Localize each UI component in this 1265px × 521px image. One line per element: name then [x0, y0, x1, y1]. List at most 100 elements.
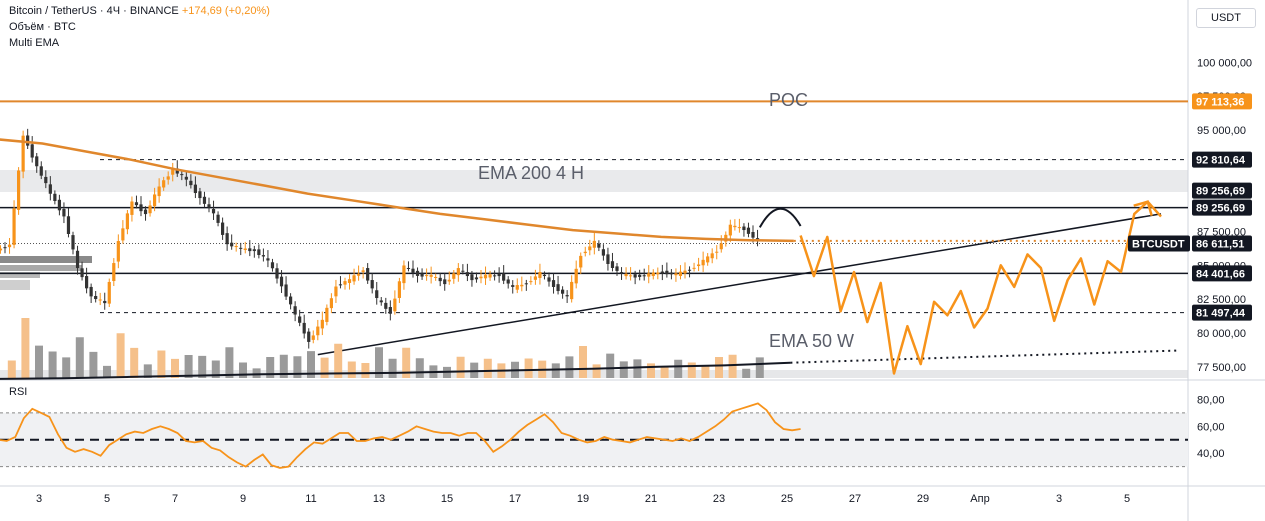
- volume-bar: [143, 364, 152, 378]
- level-price-tag: [1192, 265, 1252, 282]
- candle-body: [470, 274, 474, 281]
- candle-body: [311, 335, 315, 340]
- price-tick-label: 87 500,00: [1197, 226, 1246, 238]
- candle-body: [551, 280, 556, 287]
- candle-body: [728, 224, 732, 236]
- volume-bar: [48, 351, 57, 378]
- level-price-tag-text: 81 497,44: [1196, 308, 1246, 320]
- candle-body: [715, 251, 719, 253]
- candle-body: [742, 226, 746, 231]
- rsi-tick-label: 40,00: [1197, 448, 1225, 460]
- rising-trendline: [317, 213, 1162, 356]
- time-tick-label: 19: [577, 493, 589, 505]
- candle-body: [26, 135, 30, 146]
- candle-body: [103, 300, 107, 304]
- candle-body: [94, 295, 98, 300]
- candle-body: [17, 170, 21, 210]
- candle-body: [733, 225, 737, 228]
- candle-body: [497, 273, 501, 277]
- indicator-legend: Multi EMA: [9, 37, 60, 49]
- candle-body: [678, 271, 683, 276]
- level-price-tag: [1192, 93, 1252, 110]
- candle-body: [121, 228, 125, 241]
- volume-bar: [402, 347, 411, 378]
- price-tick-label: 82 500,00: [1197, 294, 1246, 306]
- volume-bar: [579, 346, 587, 378]
- candle-body: [184, 176, 188, 180]
- candle-body: [724, 234, 728, 242]
- candle-body: [610, 261, 615, 268]
- volume-bar: [361, 363, 370, 378]
- time-tick-label: 7: [172, 493, 178, 505]
- candle-body: [230, 242, 234, 247]
- candle-body: [329, 298, 333, 309]
- time-tick-label: 13: [373, 493, 385, 505]
- candle-body: [660, 271, 664, 274]
- time-tick-label: 11: [305, 493, 316, 505]
- candle-body: [638, 274, 642, 277]
- candle-body: [755, 238, 760, 240]
- candle-body: [556, 284, 560, 292]
- currency-unit-button[interactable]: USDT: [1196, 8, 1256, 28]
- candle-body: [157, 186, 161, 197]
- candle-body: [0, 248, 3, 251]
- volume-profile-bar: [0, 280, 30, 290]
- candle-body: [71, 235, 75, 250]
- volume-bar: [7, 360, 16, 378]
- volume-bar: [239, 362, 247, 378]
- volume-profile-bar: [0, 256, 92, 263]
- candle-body: [39, 166, 43, 176]
- time-tick-label: 27: [849, 493, 861, 505]
- volume-bar: [456, 356, 465, 378]
- price-tick-label: 77 500,00: [1197, 362, 1246, 374]
- candle-body: [669, 272, 673, 275]
- volume-bar: [116, 333, 125, 378]
- candle-body: [261, 255, 265, 257]
- candle-body: [483, 274, 488, 279]
- candle-body: [597, 243, 601, 248]
- top-arc-mark: [758, 207, 802, 228]
- level-price-tag-text: 84 401,66: [1196, 268, 1245, 280]
- candle-body: [257, 249, 261, 256]
- rsi-tick-label: 80,00: [1197, 394, 1225, 406]
- volume-bar: [225, 347, 234, 378]
- volume-bar: [674, 359, 683, 378]
- candle-body: [270, 262, 275, 269]
- candle-body: [402, 265, 406, 284]
- candle-body: [506, 279, 510, 284]
- volume-bar: [62, 357, 71, 378]
- candle-body: [461, 270, 465, 272]
- candle-body: [388, 307, 392, 314]
- candle-body: [520, 284, 524, 287]
- candle-body: [719, 243, 723, 250]
- candle-body: [343, 281, 347, 285]
- candle-body: [411, 268, 415, 273]
- volume-bar: [715, 357, 723, 378]
- time-tick-label: 3: [36, 493, 42, 505]
- volume-bar: [483, 358, 492, 378]
- candle-body: [674, 273, 678, 276]
- time-tick-label: 29: [917, 493, 929, 505]
- candle-body: [302, 322, 306, 334]
- candle-body: [338, 284, 343, 286]
- volume-bar: [524, 358, 533, 378]
- time-tick-label: 3: [1056, 493, 1062, 505]
- candle-body: [366, 268, 370, 281]
- candle-body: [216, 214, 220, 223]
- volume-bar: [198, 355, 207, 378]
- volume-bar: [551, 363, 560, 378]
- candle-body: [347, 279, 352, 283]
- candle-body: [275, 268, 279, 279]
- candle-body: [692, 267, 696, 269]
- candle-body: [334, 286, 338, 297]
- candle-body: [298, 316, 302, 323]
- candle-body: [456, 268, 460, 276]
- price-change: +174,69 (+0,20%): [181, 5, 270, 17]
- candle-body: [112, 263, 116, 282]
- candle-body: [443, 279, 447, 285]
- candle-body: [143, 209, 148, 215]
- candle-body: [479, 276, 483, 279]
- volume-bar: [334, 343, 343, 378]
